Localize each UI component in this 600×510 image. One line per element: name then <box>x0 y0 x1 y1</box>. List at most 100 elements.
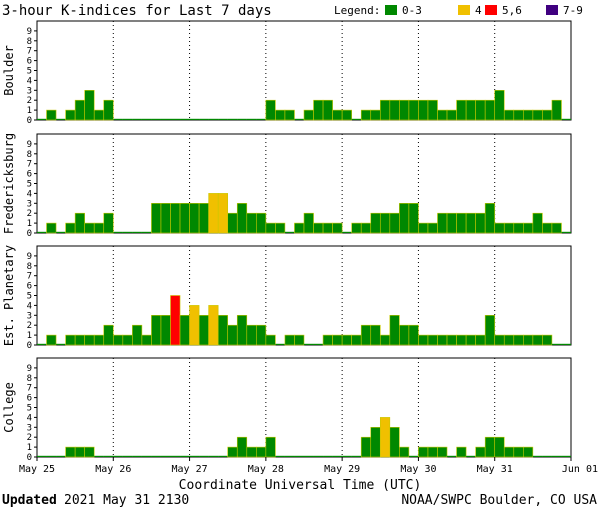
bar <box>360 109 372 121</box>
bar <box>170 295 181 346</box>
bar <box>160 314 171 346</box>
bar <box>475 334 486 346</box>
bar <box>74 334 85 346</box>
bar <box>351 222 362 234</box>
bar <box>132 118 142 120</box>
x-tick-label: May 29 <box>324 464 360 475</box>
bar <box>332 455 343 457</box>
bar <box>141 118 152 120</box>
bar <box>456 99 467 121</box>
bar <box>93 222 105 234</box>
bar <box>303 109 314 121</box>
bar <box>217 314 229 346</box>
bar <box>427 99 438 121</box>
bar <box>475 99 486 121</box>
bar <box>93 109 105 121</box>
bar <box>389 99 400 121</box>
bar <box>446 109 457 121</box>
bar <box>227 446 238 458</box>
bar <box>170 118 181 120</box>
bar <box>227 118 238 120</box>
bar <box>94 455 104 457</box>
bar <box>284 334 295 346</box>
bar <box>227 324 238 346</box>
bar <box>351 118 362 120</box>
bar <box>113 231 123 233</box>
bar <box>523 446 534 458</box>
bar <box>446 334 457 346</box>
bar <box>217 193 229 234</box>
bar <box>313 99 324 121</box>
bar <box>246 324 257 346</box>
bar <box>323 455 333 457</box>
bar <box>494 90 505 121</box>
bar <box>551 99 562 121</box>
y-tick-label: 8 <box>27 374 32 384</box>
bar <box>437 334 448 346</box>
y-tick-label: 4 <box>27 301 32 311</box>
bar <box>484 99 496 121</box>
y-tick-label: 0 <box>27 453 32 463</box>
bar <box>466 455 476 457</box>
bar <box>379 417 391 458</box>
bar <box>275 343 285 345</box>
chart-title: 3-hour K-indices for Last 7 days <box>2 3 272 19</box>
bar <box>151 455 161 457</box>
bar <box>84 334 95 346</box>
bar <box>389 212 400 234</box>
bar <box>503 109 515 121</box>
y-tick-label: 0 <box>27 229 32 239</box>
bar <box>379 99 391 121</box>
bar <box>189 305 200 346</box>
bar <box>103 455 114 457</box>
bar <box>246 118 257 120</box>
bar <box>532 334 543 346</box>
bar <box>65 446 76 458</box>
bar <box>46 109 57 121</box>
y-tick-label: 2 <box>27 209 32 219</box>
bar <box>360 324 372 346</box>
bar <box>65 109 76 121</box>
bar <box>37 455 47 457</box>
bar <box>532 109 543 121</box>
bar <box>56 455 66 457</box>
bar <box>246 446 257 458</box>
bar <box>160 203 171 234</box>
bar <box>208 305 219 346</box>
bar <box>303 212 314 234</box>
y-tick-label: 5 <box>27 67 32 77</box>
bar <box>389 426 400 458</box>
bar <box>484 436 496 458</box>
bar <box>170 455 181 457</box>
legend-swatch-7-9 <box>546 5 558 15</box>
bar <box>370 212 381 234</box>
bar <box>465 212 476 234</box>
bar <box>275 455 285 457</box>
bar <box>218 118 228 120</box>
bar <box>56 118 66 120</box>
bar <box>141 231 152 233</box>
bar <box>84 446 95 458</box>
bar <box>236 314 248 346</box>
bar <box>46 455 57 457</box>
bar <box>561 231 571 233</box>
y-tick-label: 1 <box>27 106 32 116</box>
bar <box>513 109 524 121</box>
bar <box>418 334 429 346</box>
y-tick-label: 7 <box>27 160 32 170</box>
x-tick-label: Jun 01 <box>562 464 598 475</box>
bar <box>170 203 181 234</box>
bar <box>360 436 372 458</box>
x-axis-ticks: May 25 May 26 May 27 May 28 May 29 May 30 May … <box>19 457 598 475</box>
bar <box>265 99 276 121</box>
legend-item-7-9: 7-9 <box>563 4 583 17</box>
bar <box>113 455 123 457</box>
bar <box>304 343 314 345</box>
bar <box>208 118 219 120</box>
bar <box>551 343 562 345</box>
bar <box>437 212 448 234</box>
y-tick-label: 1 <box>27 219 32 229</box>
bar <box>418 99 429 121</box>
bar <box>180 455 190 457</box>
